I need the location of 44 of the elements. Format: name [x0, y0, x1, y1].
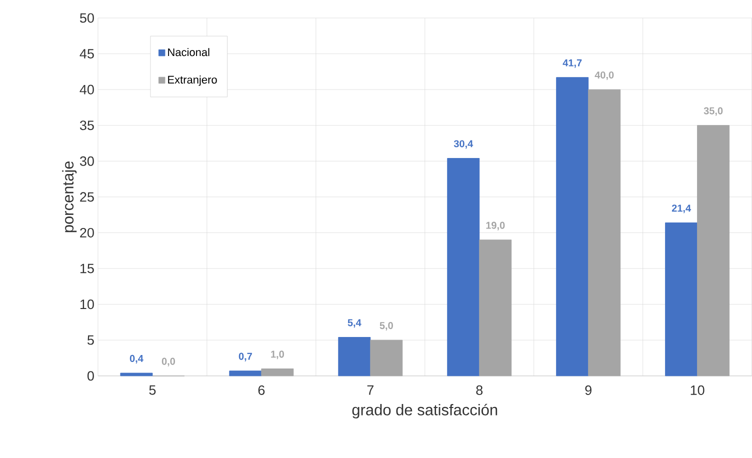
bar — [229, 370, 262, 376]
y-tick-label: 15 — [80, 264, 94, 274]
data-label: 41,7 — [562, 59, 582, 68]
bar — [588, 89, 621, 376]
x-tick-label: 8 — [476, 385, 483, 396]
legend-label: Nacional — [168, 48, 210, 56]
bar — [697, 125, 730, 376]
x-tick-label: 9 — [585, 385, 592, 396]
x-tick-label: 7 — [367, 385, 374, 395]
y-tick-label: 10 — [80, 300, 94, 310]
y-tick-label: 35 — [80, 120, 94, 130]
x-tick-label: 6 — [258, 385, 265, 396]
bar — [447, 158, 480, 376]
bar — [556, 77, 589, 376]
data-label: 1,0 — [271, 350, 284, 360]
data-label: 30,4 — [454, 140, 474, 149]
y-tick-label: 20 — [80, 228, 94, 238]
legend-label: Extranjero — [168, 76, 217, 86]
data-label: 40,0 — [594, 72, 614, 80]
bar — [479, 240, 512, 376]
y-axis-title: porcentaje — [62, 162, 77, 232]
bar — [120, 372, 153, 376]
data-label: 0,0 — [162, 358, 175, 366]
bar — [665, 222, 698, 376]
x-tick-label: 10 — [690, 385, 704, 396]
y-tick-label: 40 — [80, 84, 94, 94]
data-label: 5,0 — [380, 322, 393, 331]
bar — [370, 340, 403, 376]
y-tick-label: 25 — [80, 192, 94, 202]
data-label: 19,0 — [486, 222, 505, 230]
y-tick-label: 0 — [87, 371, 94, 381]
bar — [338, 337, 371, 376]
y-tick-label: 30 — [80, 156, 94, 166]
data-label: 0,4 — [130, 355, 144, 364]
data-label: 5,4 — [348, 319, 362, 328]
y-tick-label: 45 — [80, 49, 94, 59]
data-label: 0,7 — [238, 352, 252, 362]
y-tick-label: 5 — [88, 335, 94, 345]
x-tick-label: 5 — [149, 385, 156, 395]
data-label: 35,0 — [704, 107, 723, 116]
bar — [261, 368, 294, 376]
y-tick-label: 50 — [80, 13, 94, 23]
data-label: 21,4 — [672, 204, 692, 214]
x-axis-title: grado de satisfacción — [352, 404, 498, 418]
